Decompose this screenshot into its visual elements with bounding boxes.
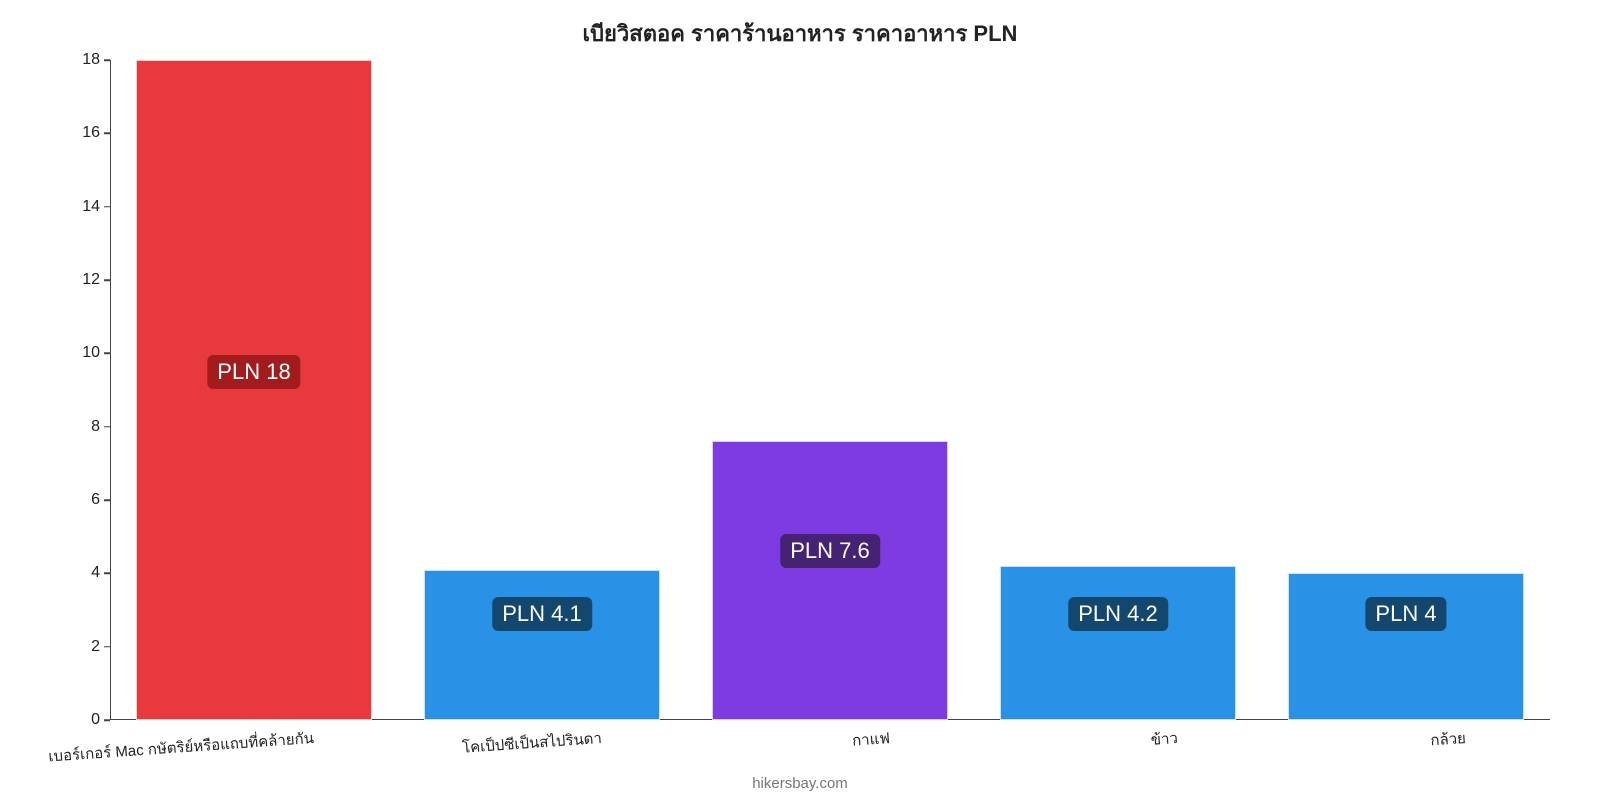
- y-tick-label: 6: [0, 491, 100, 509]
- bar: [424, 570, 660, 720]
- category-label: ข้าว: [1150, 726, 1179, 752]
- chart-title: เบียวิสตอค ราคาร้านอาหาร ราคาอาหาร PLN: [0, 16, 1600, 51]
- value-badge: PLN 18: [207, 355, 300, 389]
- y-tick-mark: [104, 646, 110, 648]
- y-tick-mark: [104, 279, 110, 281]
- y-tick-label: 18: [0, 51, 100, 69]
- chart-container: เบียวิสตอค ราคาร้านอาหาร ราคาอาหาร PLN 0…: [0, 0, 1600, 800]
- category-label: โคเป็ปซีเป็นสไปรินดา: [461, 726, 602, 760]
- y-tick-mark: [104, 133, 110, 135]
- y-tick-mark: [104, 426, 110, 428]
- value-badge: PLN 4.1: [492, 597, 592, 631]
- y-tick-mark: [104, 353, 110, 355]
- y-tick-label: 14: [0, 198, 100, 216]
- y-tick-mark: [104, 499, 110, 501]
- category-label: กาแฟ: [851, 726, 890, 753]
- y-tick-mark: [104, 719, 110, 721]
- value-badge: PLN 4.2: [1068, 597, 1168, 631]
- bar: [712, 441, 948, 720]
- y-tick-label: 2: [0, 638, 100, 656]
- category-label: เบอร์เกอร์ Mac กษัตริย์หรือแถบที่คล้ายกั…: [48, 726, 315, 769]
- bar: [136, 60, 372, 720]
- credit-text: hikersbay.com: [0, 775, 1600, 792]
- y-tick-mark: [104, 206, 110, 208]
- value-badge: PLN 4: [1365, 597, 1446, 631]
- y-tick-label: 12: [0, 271, 100, 289]
- y-tick-label: 10: [0, 344, 100, 362]
- y-axis: [110, 60, 111, 720]
- category-label: กล้วย: [1430, 726, 1467, 752]
- y-tick-label: 8: [0, 418, 100, 436]
- y-tick-label: 4: [0, 564, 100, 582]
- bar: [1000, 566, 1236, 720]
- value-badge: PLN 7.6: [780, 534, 880, 568]
- y-tick-label: 0: [0, 711, 100, 729]
- bar: [1288, 573, 1524, 720]
- y-tick-mark: [104, 573, 110, 575]
- y-tick-label: 16: [0, 124, 100, 142]
- y-tick-mark: [104, 59, 110, 61]
- plot-area: 024681012141618 PLN 18PLN 4.1PLN 7.6PLN …: [110, 60, 1550, 720]
